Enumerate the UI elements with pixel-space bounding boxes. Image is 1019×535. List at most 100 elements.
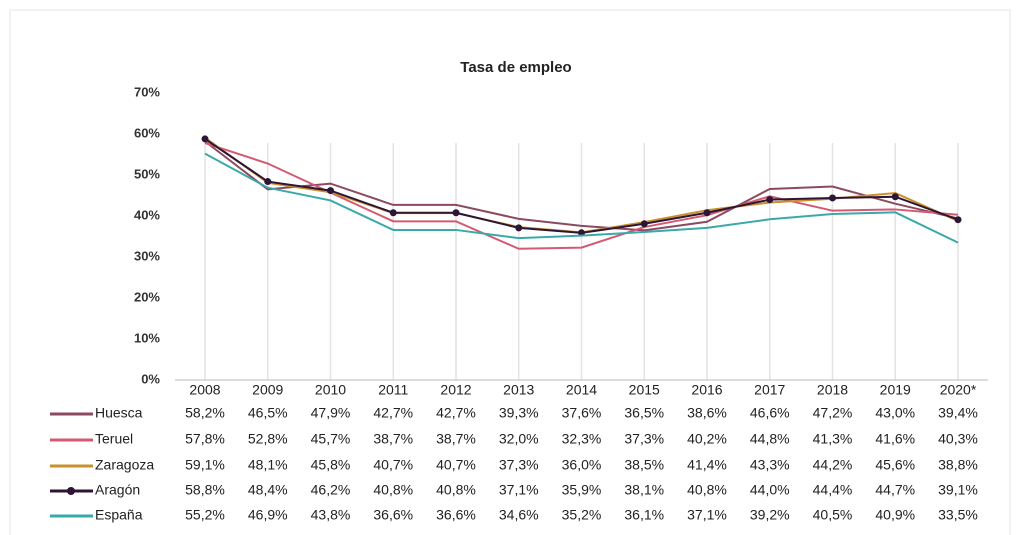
y-tick-label: 60% [134,125,160,140]
table-cell: 58,8% [185,482,225,498]
x-tick-label: 2012 [440,382,471,398]
table-cell: 36,6% [436,507,476,523]
table-cell: 38,7% [373,431,413,447]
point [452,209,460,217]
point [327,187,334,195]
table-cell: 36,6% [373,507,413,523]
table-cell: 41,3% [813,431,853,447]
table-cell: 39,1% [938,482,978,498]
table-cell: 33,5% [938,507,978,523]
table-cell: 58,2% [185,405,225,421]
y-tick-label: 20% [134,289,160,304]
table-cell: 37,6% [562,405,602,421]
x-tick-label: 2014 [566,382,597,398]
table-cell: 37,1% [687,507,727,523]
table-cell: 39,4% [938,405,978,421]
x-tick-label: 2016 [691,382,722,398]
table-cell: 45,6% [875,457,915,473]
table-cell: 40,2% [687,431,727,447]
table-cell: 46,2% [311,482,351,498]
table-cell: 40,8% [373,482,413,498]
x-tick-label: 2009 [252,382,283,398]
table-cell: 40,9% [875,507,915,523]
point [201,135,209,143]
table-cell: 35,9% [562,482,602,498]
table-cell: 48,1% [248,457,288,473]
table-cell: 47,2% [813,405,853,421]
table-cell: 37,1% [499,482,539,498]
table-cell: 59,1% [185,457,225,473]
table-cell: 32,0% [499,431,539,447]
table-cell: 46,6% [750,405,790,421]
table-cell: 40,7% [436,457,476,473]
table-cell: 38,6% [687,405,727,421]
table-cell: 37,3% [499,457,539,473]
table-cell: 48,4% [248,482,288,498]
point [954,216,962,224]
legend-label: Aragón [95,482,140,498]
chart-title: Tasa de empleo [460,59,571,76]
point [264,178,272,186]
frame [9,9,1011,535]
point [703,209,711,217]
point [515,224,523,232]
table-cell: 42,7% [373,405,413,421]
x-tick-label: 2010 [315,382,346,398]
x-tick-label: 2011 [378,382,408,398]
legend-marker [67,487,75,495]
series-line [204,152,959,244]
legend-label: Zaragoza [95,457,154,473]
legend-label: Huesca [95,405,143,421]
table-cell: 55,2% [185,507,225,523]
table-cell: 47,9% [311,405,351,421]
point [389,209,397,217]
x-tick-label: 2008 [189,382,220,398]
y-tick-label: 10% [134,330,160,345]
y-tick-label: 30% [134,248,160,263]
table-cell: 44,0% [750,482,790,498]
table-cell: 46,9% [248,507,288,523]
table-cell: 36,0% [562,457,602,473]
table-cell: 39,2% [750,507,790,523]
table-cell: 36,1% [624,507,664,523]
point [891,193,899,201]
table-cell: 38,7% [436,431,476,447]
x-tick-label: 2017 [754,382,785,398]
table-cell: 44,2% [813,457,853,473]
table-cell: 34,6% [499,507,539,523]
table-cell: 38,1% [624,482,664,498]
table-cell: 38,8% [938,457,978,473]
table-cell: 45,8% [311,457,351,473]
table-cell: 41,6% [875,431,915,447]
x-tick-label: 2019 [880,382,911,398]
point [829,194,836,202]
table-cell: 43,8% [311,507,351,523]
table-cell: 35,2% [562,507,602,523]
table-cell: 44,4% [813,482,853,498]
table-cell: 42,7% [436,405,476,421]
point [578,229,585,237]
table-cell: 46,5% [248,405,288,421]
y-tick-label: 40% [134,207,160,222]
table-cell: 44,8% [750,431,790,447]
table-cell: 32,3% [562,431,602,447]
table-cell: 38,5% [624,457,664,473]
table-cell: 57,8% [185,431,225,447]
table-cell: 40,8% [687,482,727,498]
table-cell: 36,5% [624,405,664,421]
x-tick-label: 2013 [503,382,534,398]
table-cell: 45,7% [311,431,351,447]
legend-label: España [95,507,143,523]
point [766,196,774,204]
point [640,220,648,228]
x-tick-label: 2015 [629,382,660,398]
table-cell: 44,7% [875,482,915,498]
table-cell: 43,3% [750,457,790,473]
table-cell: 39,3% [499,405,539,421]
y-tick-label: 0% [141,371,160,386]
y-tick-label: 50% [134,166,160,181]
table-cell: 43,0% [875,405,915,421]
legend-label: Teruel [95,431,133,447]
series-line [204,140,959,232]
